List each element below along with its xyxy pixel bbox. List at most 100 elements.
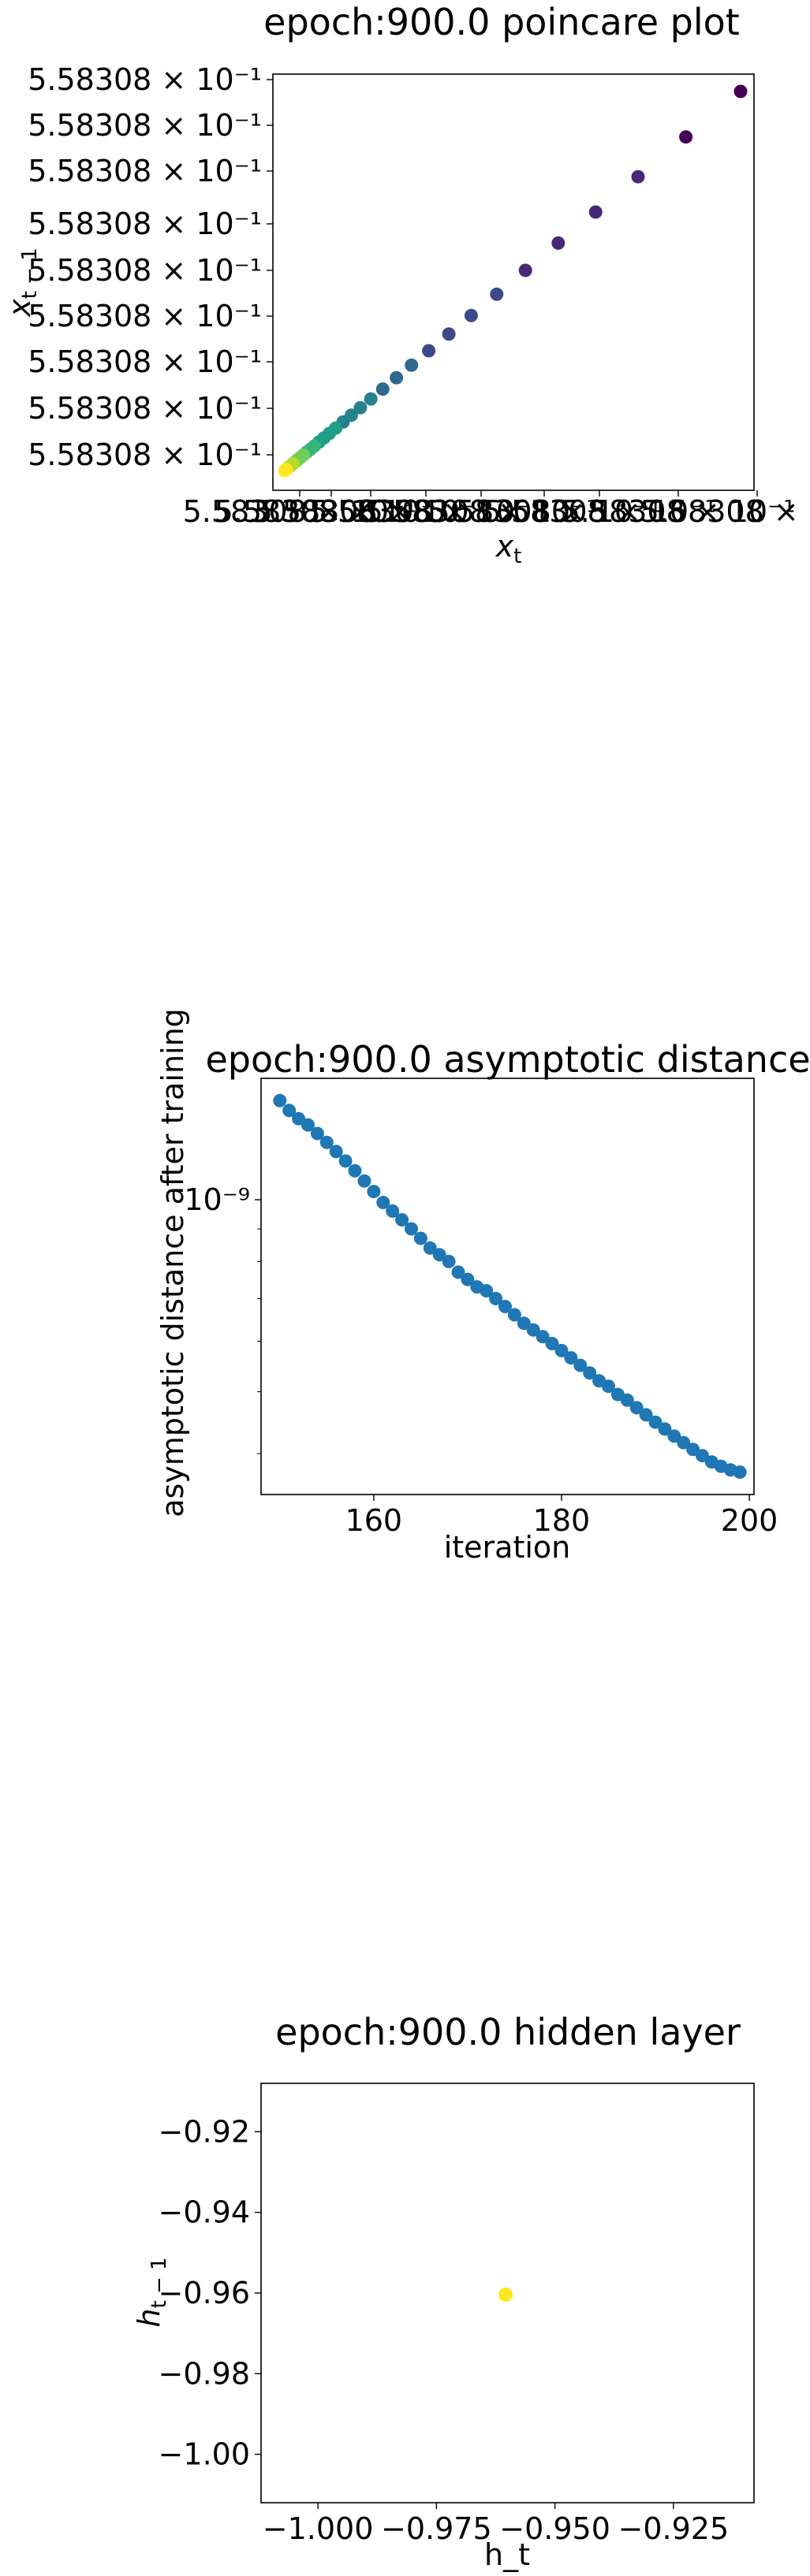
poincare-point	[733, 84, 748, 99]
poincare-y-tick-label: 5.58308 × 10⁻¹	[28, 344, 262, 379]
poincare-y-ticks: 5.58308 × 10⁻¹ 5.58308 × 10⁻¹ 5.58308 × 10…	[28, 62, 273, 472]
asymptotic-point	[526, 1323, 540, 1337]
asymptotic-point	[489, 1291, 503, 1305]
asymptotic-point	[498, 1300, 512, 1313]
poincare-point	[353, 400, 368, 415]
poincare-point	[631, 169, 645, 184]
asymptotic-point	[423, 1241, 437, 1255]
asymptotic-y-tick-label: 10⁻⁹	[184, 1182, 250, 1217]
poincare-point	[464, 308, 478, 322]
asymptotic-point	[507, 1308, 521, 1322]
asymptotic-point	[367, 1185, 381, 1199]
asymptotic-distance-plot: epoch:900.0 asymptotic distance 10⁻⁹ 160…	[155, 1008, 810, 1565]
asymptotic-point	[451, 1265, 465, 1279]
asymptotic-axes-frame	[260, 1078, 755, 1495]
poincare-x-label: xt	[495, 529, 522, 568]
asymptotic-point	[602, 1379, 615, 1394]
asymptotic-point	[357, 1174, 371, 1188]
asymptotic-point	[583, 1366, 597, 1380]
asymptotic-point	[348, 1163, 362, 1178]
poincare-y-tick-label: 5.58308 × 10⁻¹	[28, 62, 262, 97]
hidden-y-tick-label: −0.96	[159, 2276, 250, 2310]
asymptotic-point	[658, 1422, 672, 1436]
asymptotic-point	[677, 1435, 691, 1450]
poincare-y-tick-label: 5.58308 × 10⁻¹	[28, 437, 262, 472]
hidden-title: epoch:900.0 hidden layer	[275, 2011, 741, 2053]
asymptotic-point	[564, 1351, 578, 1365]
poincare-axes-frame	[272, 73, 755, 491]
hidden-layer-plot: epoch:900.0 hidden layer −0.92 −0.94 −0.96…	[132, 2011, 755, 2572]
poincare-x-tick-label: 5.58308 × 10⁻¹	[364, 494, 599, 529]
asymptotic-point	[554, 1343, 569, 1357]
poincare-x-tick-label: 5.58308 × 10⁻¹	[309, 494, 543, 529]
hidden-y-tick-label: −1.00	[159, 2437, 250, 2472]
asymptotic-point	[310, 1126, 324, 1141]
asymptotic-point	[386, 1204, 400, 1218]
asymptotic-point	[639, 1408, 653, 1422]
asymptotic-point	[573, 1358, 588, 1372]
poincare-x-tick-label: 5.58308 × 10⁻¹	[254, 494, 488, 529]
asymptotic-point	[696, 1449, 709, 1463]
poincare-point	[518, 263, 532, 277]
hidden-y-tick-label: −0.92	[159, 2114, 250, 2149]
poincare-y-tick-label: 5.58308 × 10⁻¹	[28, 108, 262, 143]
poincare-point	[405, 358, 419, 372]
poincare-point	[588, 205, 603, 219]
hidden-y-label: ht − 1	[132, 2257, 171, 2327]
hidden-x-tick-label: −0.925	[618, 2511, 730, 2546]
hidden-y-ticks: −0.92 −0.94 −0.96 −0.98 −1.00	[159, 2114, 261, 2472]
asymptotic-x-tick-label: 200	[721, 1503, 778, 1538]
poincare-point	[490, 287, 504, 301]
asymptotic-points	[273, 1093, 747, 1480]
poincare-points	[278, 84, 748, 478]
asymptotic-point	[620, 1393, 634, 1407]
hidden-y-tick-label: −0.98	[159, 2356, 250, 2391]
poincare-point	[442, 327, 456, 341]
asymptotic-point	[733, 1465, 747, 1480]
poincare-plot: epoch:900.0 poincare plot 5.58308 × 10⁻¹…	[2, 1, 810, 568]
asymptotic-point	[395, 1213, 409, 1227]
poincare-x-tick-label: 5.58308 × 10⁻¹	[183, 494, 417, 529]
asymptotic-title: epoch:900.0 asymptotic distance	[205, 1038, 810, 1081]
poincare-y-tick-label: 5.58308 × 10⁻¹	[28, 253, 262, 288]
hidden-x-tick-label: −0.950	[499, 2511, 610, 2546]
poincare-x-tick-label: 5.58308 × 10⁻¹	[483, 494, 717, 529]
poincare-title: epoch:900.0 poincare plot	[263, 1, 740, 43]
poincare-x-ticks: 5.58308 × 10⁻¹5.58308 × 10⁻¹5.58308 × 10…	[183, 490, 810, 529]
asymptotic-point	[413, 1231, 427, 1245]
poincare-x-tick-label: 5.58308 × 10⁻¹	[215, 494, 449, 529]
asymptotic-point	[480, 1284, 494, 1297]
poincare-y-tick-label: 5.58308 × 10⁻¹	[28, 207, 262, 241]
poincare-point	[422, 344, 436, 358]
asymptotic-point	[442, 1254, 456, 1268]
hidden-y-tick-label: −0.94	[159, 2195, 250, 2230]
asymptotic-point	[545, 1337, 559, 1350]
asymptotic-point	[648, 1415, 663, 1429]
poincare-point	[390, 370, 404, 385]
hidden-x-label: h_t	[484, 2537, 530, 2572]
asymptotic-point	[273, 1093, 287, 1107]
poincare-point	[375, 382, 390, 396]
asymptotic-point	[329, 1145, 343, 1159]
asymptotic-y-ticks: 10⁻⁹	[184, 1182, 261, 1454]
asymptotic-x-tick-label: 180	[533, 1503, 591, 1538]
hidden-point	[498, 2288, 513, 2302]
poincare-x-tick-label: 5.58308 × 10⁻¹	[640, 494, 810, 529]
poincare-point	[679, 130, 693, 144]
asymptotic-point	[319, 1135, 334, 1149]
poincare-point	[278, 463, 292, 478]
asymptotic-point	[536, 1330, 550, 1344]
poincare-point	[364, 392, 378, 406]
asymptotic-point	[282, 1104, 297, 1118]
hidden-x-tick-label: −0.975	[381, 2511, 492, 2546]
asymptotic-point	[338, 1154, 353, 1168]
asymptotic-point	[301, 1118, 315, 1132]
poincare-x-tick-label: 5.58308 × 10⁻¹	[562, 494, 796, 529]
asymptotic-point	[405, 1222, 418, 1236]
asymptotic-y-label: asymptotic distance after training	[155, 1008, 190, 1517]
asymptotic-point	[667, 1429, 681, 1443]
hidden-x-ticks: −1.000 −0.975 −0.950 −0.925	[263, 2503, 729, 2546]
poincare-y-tick-label: 5.58308 × 10⁻¹	[28, 154, 262, 188]
poincare-y-tick-label: 5.58308 × 10⁻¹	[28, 299, 262, 333]
